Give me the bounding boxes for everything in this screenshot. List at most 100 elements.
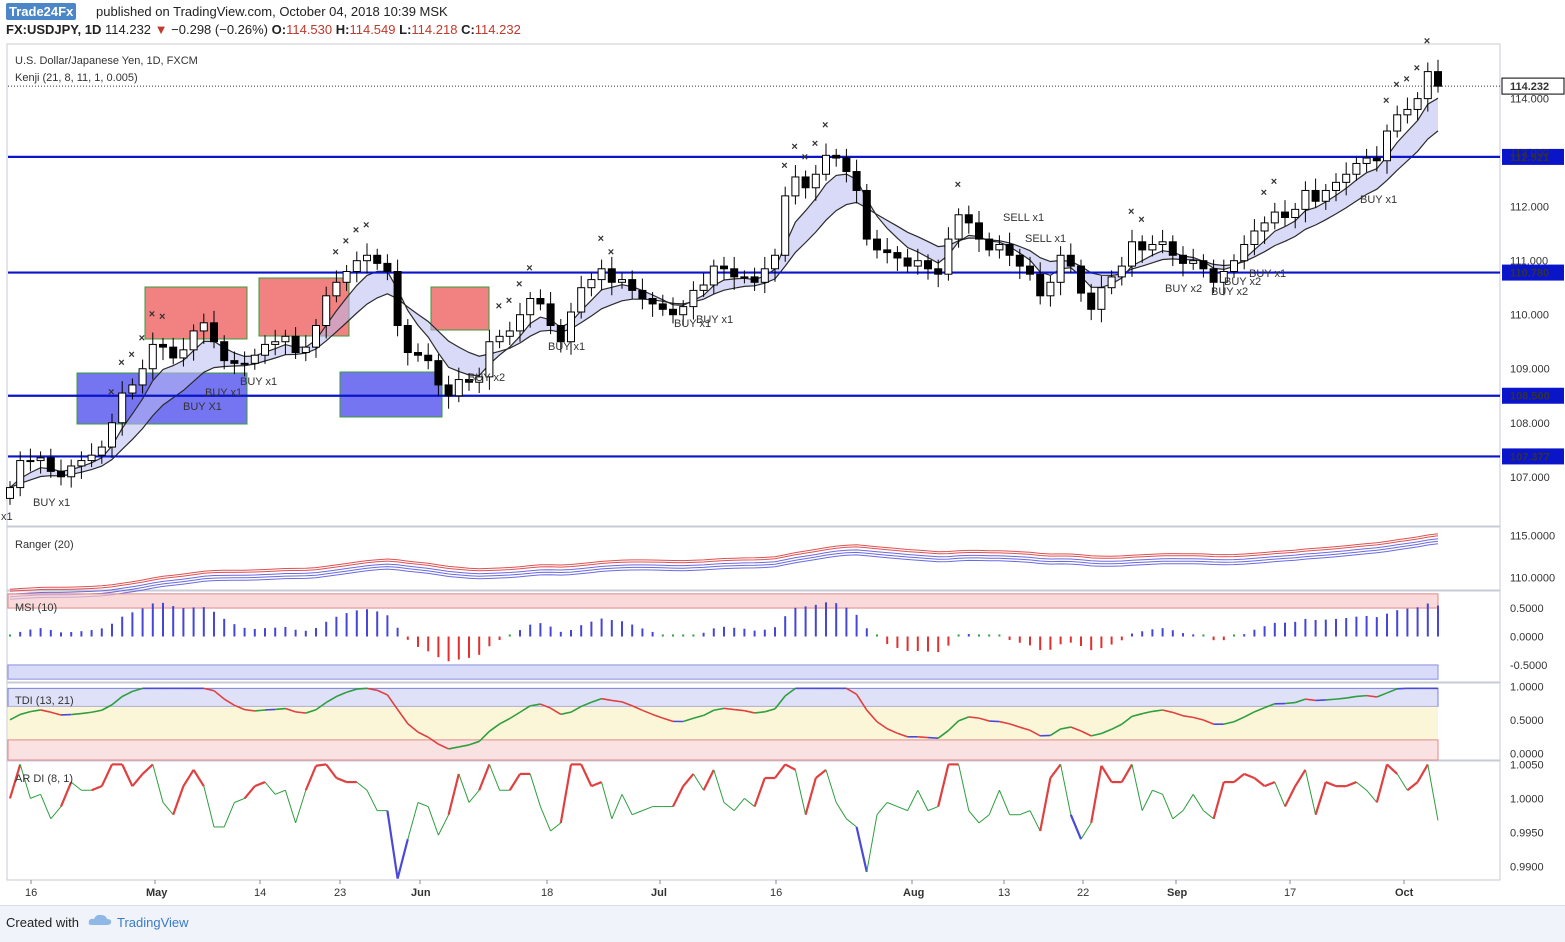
candle-body (874, 239, 881, 250)
ardi-line-segment (1305, 770, 1315, 815)
ardi-line-segment (1418, 764, 1428, 782)
ardi-line-segment (408, 802, 418, 839)
signal-cross: × (108, 387, 114, 399)
candle-body (58, 471, 65, 476)
candle-body (160, 344, 167, 347)
time-axis-label: Jun (411, 887, 431, 899)
signal-cross: × (1403, 73, 1409, 85)
ardi-line-segment (224, 802, 234, 826)
ardi-title: AR DI (8, 1) (15, 773, 73, 785)
msi-lower-zone (8, 665, 1438, 679)
candle-body (935, 269, 942, 274)
candle-body (557, 326, 564, 342)
candle-body (894, 253, 901, 258)
ardi-line-segment (1377, 764, 1387, 802)
candle-body (1414, 99, 1421, 110)
msi-tick-label: 0.5000 (1510, 603, 1544, 615)
candle-body (506, 331, 513, 336)
candle-body (986, 239, 993, 250)
candle-body (190, 331, 197, 350)
candle-body (721, 266, 728, 269)
candle-body (904, 258, 911, 266)
tdi-line-segment (255, 710, 265, 711)
ardi-line-segment (551, 823, 561, 831)
candle-body (1343, 174, 1350, 182)
footer-bar (0, 905, 1565, 942)
ardi-line-segment (1040, 778, 1050, 831)
candle-body (384, 263, 391, 271)
tradingview-brand[interactable]: TradingView (117, 915, 189, 930)
ardi-line-segment (1234, 774, 1244, 782)
candle-body (965, 215, 972, 223)
tradingview-cloud-icon[interactable] (88, 913, 112, 927)
buy-signal-label: BUY x1 (548, 341, 585, 353)
candle-body (343, 271, 350, 282)
ardi-line-segment (418, 802, 428, 806)
candle-body (853, 172, 860, 191)
ardi-line-segment (959, 764, 969, 810)
ardi-line-segment (316, 764, 326, 765)
msi-upper-zone (8, 594, 1438, 608)
candle-body (884, 250, 891, 253)
price-tick-label: 110.000 (1510, 310, 1549, 322)
candle-body (588, 280, 595, 288)
candle-body (47, 458, 54, 472)
candle-body (68, 466, 75, 477)
tdi-lower-zone (8, 740, 1438, 760)
candle-body (1404, 109, 1411, 114)
candle-body (241, 363, 248, 364)
ardi-line-segment (1081, 823, 1091, 839)
candle-body (1302, 190, 1309, 209)
candle-body (1312, 190, 1319, 201)
signal-cross: × (1383, 95, 1389, 107)
ardi-line-segment (1407, 782, 1417, 790)
ardi-line-segment (255, 782, 265, 786)
ardi-line-segment (540, 807, 550, 831)
candle-body (1088, 293, 1095, 309)
ardi-line-segment (132, 774, 142, 786)
ardi-line-segment (285, 790, 295, 823)
signal-cross: × (128, 349, 134, 361)
tdi-line-segment (755, 712, 765, 713)
candle-body (333, 282, 340, 296)
main-price-pane[interactable]: 112.921110.780108.500107.377××××××××××××… (1, 36, 1564, 523)
signal-cross: × (1393, 79, 1399, 91)
candle-body (945, 239, 952, 274)
signal-cross: × (598, 233, 604, 245)
candle-body (1139, 242, 1146, 250)
ardi-line-segment (30, 794, 40, 798)
ardi-line-segment (612, 794, 622, 818)
candle-body (1373, 158, 1380, 161)
candle-body (170, 347, 177, 358)
candle-body (1159, 242, 1166, 245)
candle-body (98, 447, 105, 455)
candle-body (1322, 190, 1329, 201)
candle-body (710, 266, 717, 285)
ranger-tick-label: 115.0000 (1510, 530, 1555, 542)
tdi-line-segment (918, 737, 928, 738)
candle-body (1292, 209, 1299, 217)
candle-body (180, 350, 187, 358)
ardi-line-segment (755, 778, 765, 807)
candle-body (1180, 255, 1187, 263)
ardi-line-segment (336, 778, 346, 782)
buy-signal-label: BUY x1 (1360, 194, 1397, 206)
signal-cross: × (139, 333, 145, 345)
msi-title: MSI (10) (15, 602, 57, 614)
ardi-line-segment (51, 807, 61, 819)
candle-body (700, 285, 707, 290)
candle-body (608, 269, 615, 283)
time-axis-label: 22 (1077, 887, 1089, 899)
candle-body (1394, 115, 1401, 131)
sell-signal-label: SELL x1 (1003, 212, 1044, 224)
ardi-tick-label: 1.0000 (1510, 793, 1544, 805)
time-axis-label: 23 (334, 887, 346, 899)
candle-body (323, 296, 330, 326)
time-axis-label: Aug (903, 887, 924, 899)
price-tick-label: 114.000 (1510, 94, 1549, 106)
